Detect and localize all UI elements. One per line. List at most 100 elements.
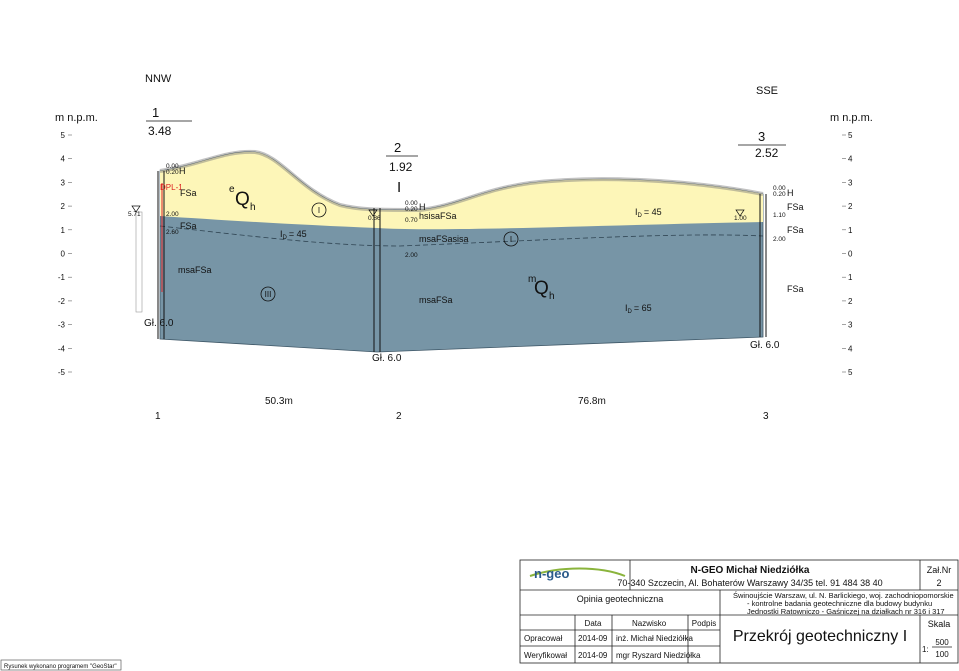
axis-tick-label: 1 <box>61 226 66 235</box>
scale-horizontal: 500 <box>935 638 949 647</box>
frame <box>519 559 959 664</box>
axis-tick-label: 5 <box>61 131 66 140</box>
ground-surface <box>159 149 764 213</box>
zone: III <box>265 290 272 299</box>
density-subscript: D <box>628 309 633 315</box>
axis-title-right: m n.p.m. <box>830 112 873 124</box>
soil: H <box>787 188 794 198</box>
direction-left: NNW <box>145 73 172 85</box>
footer-frame <box>0 659 122 671</box>
soil: FSa <box>180 188 197 198</box>
density-index: ID = 65 <box>625 303 652 315</box>
location-line: - kontrolne badania geotechniczne dla bu… <box>747 599 932 608</box>
density-value: = 65 <box>634 303 652 313</box>
direction-right: SSE <box>756 85 778 97</box>
geology-symbol: Q <box>534 278 549 299</box>
axis-tick-label: 1 <box>848 226 853 235</box>
table-cell: Weryfikował <box>524 651 567 660</box>
geology-symbol: Q <box>235 189 250 210</box>
piezometer <box>135 211 143 313</box>
drawing-title: Przekrój geotechniczny I <box>733 628 907 645</box>
soil: H <box>179 166 186 176</box>
zone: I <box>318 206 320 215</box>
soil: msaFSa <box>178 265 212 275</box>
axis-tick-label: -5 <box>58 368 66 377</box>
water-level: 1.00 <box>734 215 747 222</box>
footer: Rysunek wykonano programem "GeoStar" <box>4 664 117 670</box>
borehole-number: 3 <box>758 129 765 144</box>
depth: 1.10 <box>773 212 786 219</box>
location-line: Jednostki Ratowniczo - Gaśniczej na dzia… <box>747 607 945 616</box>
scale-vertical: 100 <box>935 650 949 659</box>
boreholes <box>157 171 767 352</box>
water-symbol <box>131 205 141 213</box>
address: 70-340 Szczecin, Al. Bohaterów Warszawy … <box>617 578 882 588</box>
density-symbol: I <box>635 207 638 217</box>
axis-tick-label: 4 <box>61 155 66 164</box>
geology-subscript: h <box>250 202 256 213</box>
borehole-elevation: 1.92 <box>389 160 413 174</box>
soil: FSa <box>787 202 804 212</box>
soil: msaFSasisa <box>419 234 469 244</box>
depth-note: Gł. 6.0 <box>372 353 402 364</box>
upper-layer <box>160 151 763 230</box>
axis-tick-label: 4 <box>848 344 853 353</box>
axis-tick-label: 3 <box>848 178 853 187</box>
logo-swoosh <box>529 567 626 577</box>
density-value: = 45 <box>644 207 662 217</box>
density-symbol: I <box>625 303 628 313</box>
depth: 2.00 <box>166 211 179 218</box>
axis-tick-label: 0 <box>848 250 853 259</box>
soil: FSa <box>180 221 197 231</box>
axis-tick-label: -4 <box>58 344 66 353</box>
soil: H <box>419 202 426 212</box>
depth: 0.20 <box>405 206 418 213</box>
borehole-elevation: 3.48 <box>148 124 172 138</box>
axis-tick-label: -1 <box>58 273 66 282</box>
axis-ticks: 5 4 3 2 1 0 -1 -2 -3 -4 -5 5 4 3 2 1 0 1 2 3 4 5 <box>58 131 853 377</box>
table-cell: mgr Ryszard Niedziółka <box>616 651 701 660</box>
soil: msaFSa <box>419 295 453 305</box>
distance: 76.8m <box>578 396 606 407</box>
depth: 0.00 <box>166 163 179 170</box>
geology-prefix: m <box>528 274 536 285</box>
axis-tick-label: 5 <box>848 368 853 377</box>
depth: 0.20 <box>773 191 786 198</box>
axis-tick-label: -2 <box>58 297 66 306</box>
axis-tick-label: 3 <box>61 178 66 187</box>
axis-tick-label: 0 <box>61 250 66 259</box>
company: N-GEO Michał Niedziółka <box>691 565 810 576</box>
soil: FSa <box>787 284 804 294</box>
axis-tick-label: 2 <box>848 297 853 306</box>
depth: 0.00 <box>405 200 418 207</box>
water-level: 5.71 <box>128 211 141 218</box>
logo: n-geo <box>534 566 569 581</box>
soil: FSa <box>787 225 804 235</box>
scale-prefix: 1: <box>922 645 929 654</box>
table-cell: 2014-09 <box>578 651 608 660</box>
table-header: Podpis <box>692 619 716 628</box>
axis-tick-label: 4 <box>848 155 853 164</box>
water-table <box>159 225 764 247</box>
table-header: Data <box>585 619 602 628</box>
water-level: 0.86 <box>368 215 381 222</box>
water-marks: 5.71 0.86 1.00 <box>128 205 747 222</box>
geology-prefix: e <box>229 184 235 195</box>
density-index: ID = 45 <box>280 229 307 241</box>
distance: 50.3m <box>265 396 293 407</box>
axis-tick-label: -3 <box>58 321 66 330</box>
table-header: Nazwisko <box>632 619 667 628</box>
axis-tick-label: 2 <box>848 202 853 211</box>
location-line: Świnoujście Warszaw, ul. N. Barlickiego,… <box>733 591 954 600</box>
depth: 0.70 <box>405 217 418 224</box>
soil: hsisaFSa <box>419 211 457 221</box>
borehole-number: 1 <box>152 105 159 120</box>
zone-circle <box>503 231 519 247</box>
depth: 2.00 <box>773 236 786 243</box>
borehole-elevation: 2.52 <box>755 146 779 160</box>
density-symbol: I <box>280 229 283 239</box>
section-label: I <box>397 179 401 196</box>
